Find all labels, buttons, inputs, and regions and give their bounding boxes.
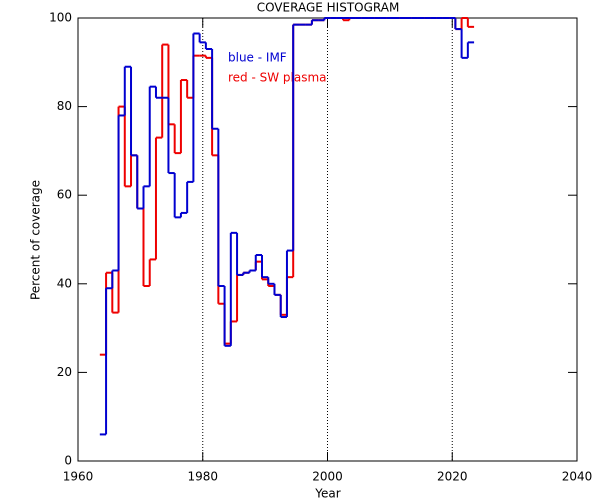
x-tick-label: 1980 xyxy=(187,470,218,484)
x-tick-label: 2000 xyxy=(312,470,343,484)
y-tick-label: 100 xyxy=(49,11,72,25)
y-tick-label: 40 xyxy=(57,276,72,290)
y-tick-label: 60 xyxy=(57,188,72,202)
x-axis-label: Year xyxy=(314,487,340,500)
y-tick-label: 20 xyxy=(57,365,72,379)
y-tick-label: 80 xyxy=(57,99,72,113)
x-tick-label: 1960 xyxy=(63,470,94,484)
chart-title: COVERAGE HISTOGRAM xyxy=(257,1,400,15)
y-tick-label: 0 xyxy=(64,454,72,468)
y-axis-label: Percent of coverage xyxy=(29,180,43,300)
legend-text: blue - IMF xyxy=(228,51,287,65)
x-tick-label: 2040 xyxy=(562,470,593,484)
x-tick-label: 2020 xyxy=(437,470,468,484)
legend-text: red - SW plasma xyxy=(228,71,327,85)
